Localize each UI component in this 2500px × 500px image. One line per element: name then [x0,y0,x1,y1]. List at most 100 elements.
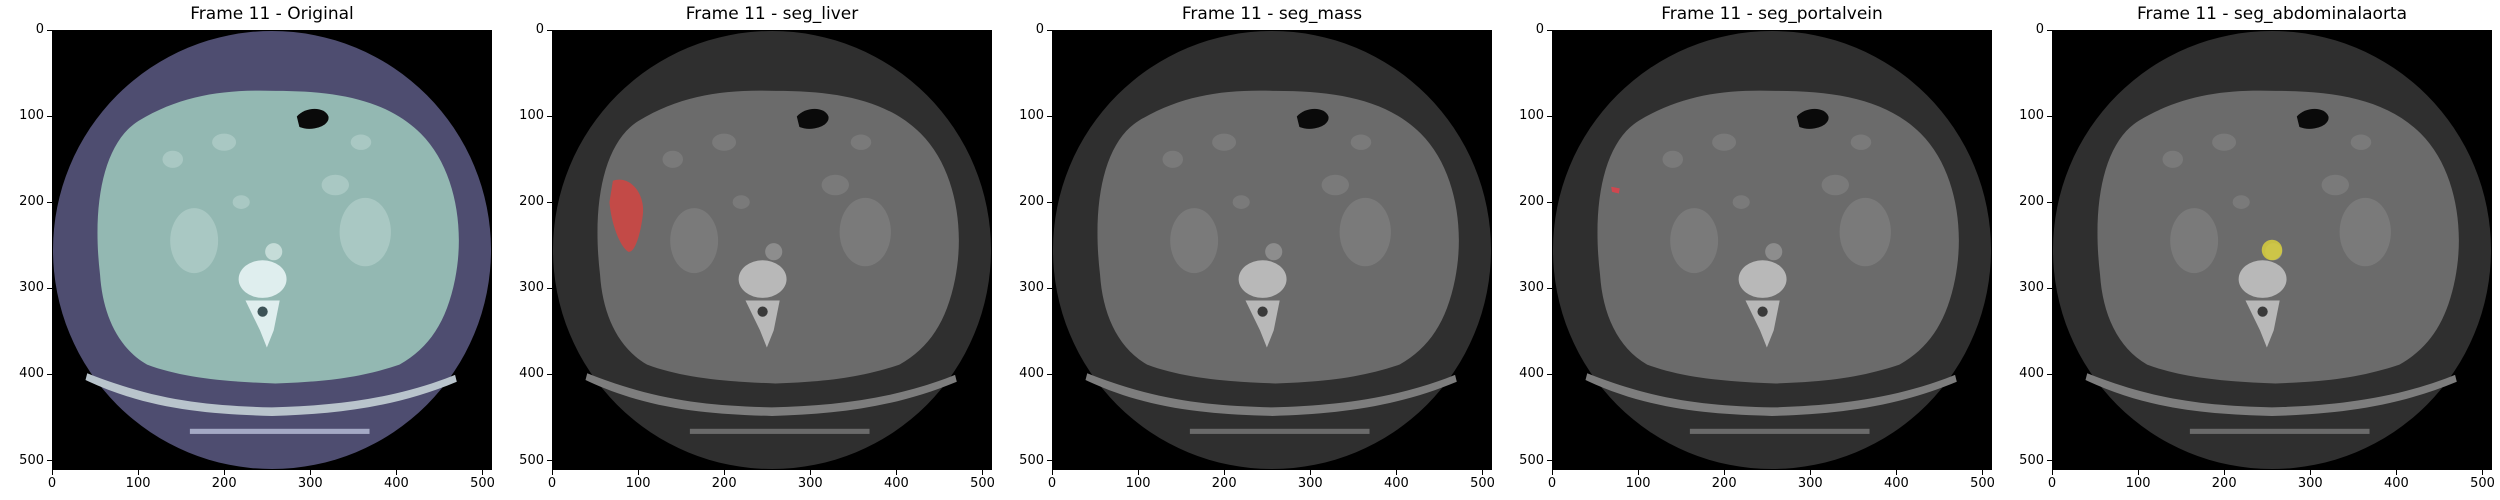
liver-segmentation-mask [609,179,644,252]
x-tick-mark [723,470,725,475]
x-tick-label: 200 [1211,476,1237,491]
scanner-table [85,373,457,416]
bowel-gas [2296,108,2329,129]
x-tick-label: 100 [1625,476,1651,491]
y-tick-label: 200 [1019,194,1044,210]
y-tick-label: 0 [2035,22,2044,37]
y-tick-label: 400 [519,366,544,382]
y-tick-mark [1547,460,1552,462]
bowel-loop [212,133,237,151]
y-tick-mark [1047,287,1052,289]
y-tick-mark [1047,373,1052,375]
spinal-canal [1757,306,1768,317]
kidney-right [1170,208,1219,274]
y-tick-mark [47,373,52,375]
bowel-gas [296,108,329,129]
y-tick-mark [47,287,52,289]
spinal-canal [1257,306,1268,317]
panel-title: Frame 11 - seg_portalvein [1661,4,1883,24]
y-tick-label: 500 [19,452,44,468]
y-tick-mark [1547,115,1552,117]
y-tick-mark [1047,115,1052,117]
x-tick-label: 0 [1547,476,1557,491]
y-tick-label: 300 [19,280,44,296]
bowel-loop [2321,174,2349,196]
y-tick-label: 100 [519,108,544,124]
y-tick-label: 200 [2019,194,2044,210]
body-section [1097,90,1459,384]
x-tick-label: 0 [2047,476,2057,491]
y-tick-mark [2047,460,2052,462]
vertebral-body [1738,260,1787,298]
x-tick-mark [2395,470,2397,475]
y-tick-mark [1547,373,1552,375]
y-tick-mark [547,201,552,203]
spinous-process [1745,300,1780,348]
ct-image [1052,30,1492,470]
bowel-loop [850,134,872,150]
x-tick-label: 300 [1797,476,1823,491]
x-tick-mark [637,470,639,475]
ct-slice [1553,31,1991,469]
y-tick-label: 400 [1019,366,1044,382]
x-tick-label: 0 [47,476,57,491]
kidney-right [2170,208,2219,274]
bowel-gas [1796,108,1829,129]
vertebral-body [1238,260,1287,298]
bowel-loop [162,150,184,168]
kidney-left [2339,197,2391,267]
kidney-right [170,208,219,274]
x-tick-label: 100 [2125,476,2151,491]
body-section [2097,90,2459,384]
x-tick-mark [482,470,484,475]
image-panel: Frame 11 - seg_liver 0 100 200 300 400 500 0 100… [500,0,995,500]
y-tick-label: 400 [19,366,44,382]
bowel-gas [796,108,829,129]
x-tick-label: 500 [1470,476,1495,491]
x-tick-label: 0 [547,476,557,491]
y-tick-label: 200 [1519,194,1544,210]
y-tick-label: 400 [1519,366,1544,382]
x-tick-mark [1982,470,1984,475]
image-panel: Frame 11 - seg_abdominalaorta 0 100 200 300 4… [2000,0,2495,500]
panel-title: Frame 11 - seg_liver [685,4,859,24]
x-tick-label: 500 [970,476,995,491]
y-tick-mark [1047,29,1052,31]
x-tick-mark [895,470,897,475]
x-tick-label: 400 [1884,476,1909,491]
x-tick-label: 500 [2470,476,2495,491]
y-tick-mark [547,373,552,375]
x-tick-label: 100 [1125,476,1151,491]
bowel-loop [350,134,372,150]
table-rail [2189,428,2370,434]
bowel-loop [321,174,349,196]
x-tick-mark [2051,470,2053,475]
y-tick-mark [1047,201,1052,203]
y-tick-label: 500 [2019,452,2044,468]
x-tick-mark [51,470,53,475]
bowel-loop [2232,195,2250,209]
y-tick-mark [1547,287,1552,289]
ct-slice [1053,31,1491,469]
bowel-loop [1162,150,1184,168]
x-tick-mark [309,470,311,475]
ct-image [2052,30,2492,470]
panel-title: Frame 11 - seg_mass [1181,4,1363,24]
scanner-table [585,373,957,416]
y-tick-label: 300 [1519,280,1544,296]
x-tick-mark [2309,470,2311,475]
bowel-loop [712,133,737,151]
bowel-loop [1821,174,1849,196]
aorta-lumen [265,243,283,261]
ct-slice [553,31,991,469]
x-tick-mark [1309,470,1311,475]
spinous-process [2245,300,2280,348]
x-tick-mark [982,470,984,475]
aorta-lumen [1765,243,1783,261]
y-tick-mark [2047,201,2052,203]
vertebral-body [238,260,287,298]
y-tick-label: 100 [19,108,44,124]
y-tick-mark [547,287,552,289]
y-tick-label: 300 [519,280,544,296]
y-tick-label: 300 [2019,280,2044,296]
